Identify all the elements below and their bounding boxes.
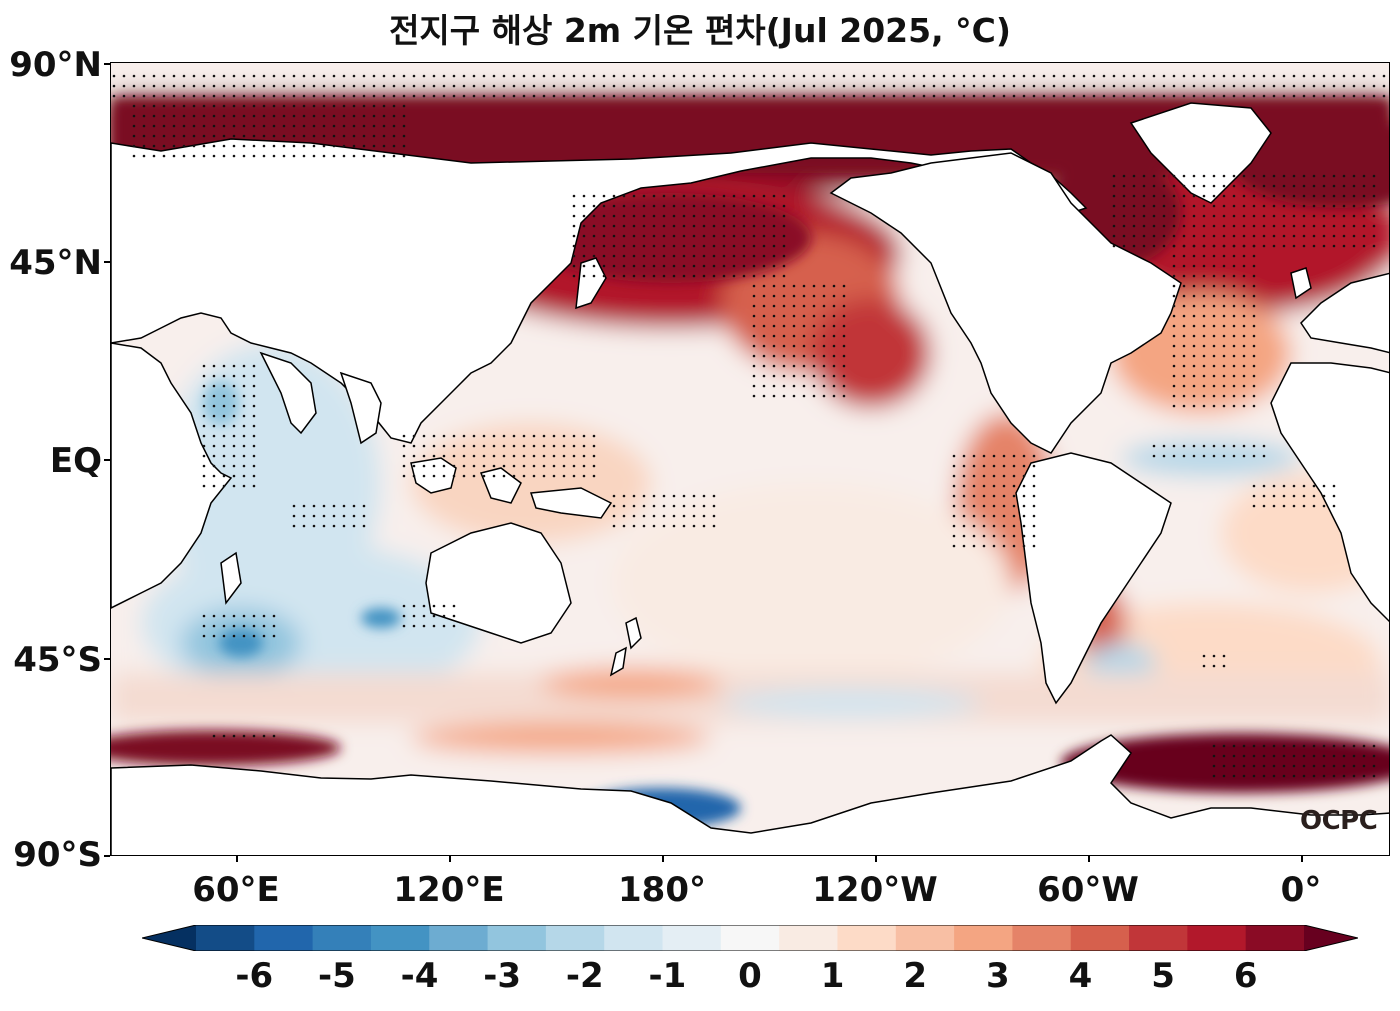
colorbar-segment [779, 925, 838, 951]
x-tick-label-180: 180° [618, 870, 706, 910]
colorbar-segment [312, 925, 372, 951]
colorbar-segment [1187, 925, 1247, 951]
colorbar-segment [720, 925, 780, 951]
anomaly-map-canvas [111, 63, 1389, 855]
map-title: 전지구 해상 2m 기온 편차(Jul 2025, °C) [389, 11, 1011, 50]
x-tick [662, 856, 664, 862]
colorbar-extend-low [142, 925, 196, 951]
colorbar-segment [1129, 925, 1188, 951]
colorbar-tick-label: -1 [648, 956, 687, 996]
x-tick-label-120w: 120°W [812, 870, 938, 910]
y-tick [104, 261, 110, 263]
continents [111, 102, 1389, 705]
colorbar-segment [1070, 925, 1130, 951]
colorbar-tick-label: 5 [1151, 956, 1175, 996]
colorbar-segment [954, 925, 1013, 951]
y-tick-label-45n: 45°N [9, 243, 102, 283]
x-tick [236, 856, 238, 862]
colorbar-segment [254, 925, 314, 951]
x-tick [1088, 856, 1090, 862]
colorbar-tick-label: -4 [400, 956, 439, 996]
colorbar-segment [1012, 925, 1072, 951]
x-tick-label-60e: 60°E [192, 870, 280, 910]
colorbar-tick-label: -2 [565, 956, 604, 996]
colorbar-tick-label: -5 [318, 956, 356, 996]
colorbar-segment [545, 925, 605, 951]
colorbar-segment [895, 925, 955, 951]
x-tick [875, 856, 877, 862]
y-tick-label-90n: 90°N [9, 45, 102, 85]
y-tick [104, 855, 110, 857]
significance-stippling [111, 68, 1389, 778]
colorbar [142, 925, 1358, 951]
y-tick [104, 63, 110, 65]
anomaly-map [110, 62, 1390, 856]
x-tick-label-0: 0° [1280, 870, 1322, 910]
colorbar-segment [370, 925, 430, 951]
colorbar-extend-high [1304, 925, 1358, 951]
x-tick [449, 856, 451, 862]
antarctica-landmass [111, 734, 1389, 855]
y-tick-label-90s: 90°S [13, 835, 102, 875]
colorbar-tick-label: 6 [1233, 956, 1258, 996]
colorbar-segment [604, 925, 664, 951]
y-tick [104, 459, 110, 461]
colorbar-tick-label: 0 [738, 956, 762, 996]
colorbar-segment [1245, 925, 1305, 951]
colorbar-segment [837, 925, 897, 951]
ocpc-logo: OCPC [1300, 806, 1378, 836]
colorbar-segment [196, 925, 255, 951]
colorbar-segment [662, 925, 722, 951]
x-tick-label-120e: 120°E [393, 870, 505, 910]
x-tick [1301, 856, 1303, 862]
colorbar-tick-label: 2 [903, 956, 928, 996]
colorbar-tick-label: -6 [235, 956, 274, 996]
colorbar-tick-label: 1 [820, 956, 845, 996]
y-tick-label-eq: EQ [49, 441, 102, 481]
y-tick [104, 658, 110, 660]
colorbar-tick-label: -3 [483, 956, 522, 996]
colorbar-segment [487, 925, 547, 951]
colorbar-segment [429, 925, 489, 951]
colorbar-tick-label: 4 [1068, 956, 1093, 996]
y-tick-label-45s: 45°S [13, 640, 102, 680]
x-tick-label-60w: 60°W [1037, 870, 1139, 910]
colorbar-tick-label: 3 [985, 956, 1010, 996]
